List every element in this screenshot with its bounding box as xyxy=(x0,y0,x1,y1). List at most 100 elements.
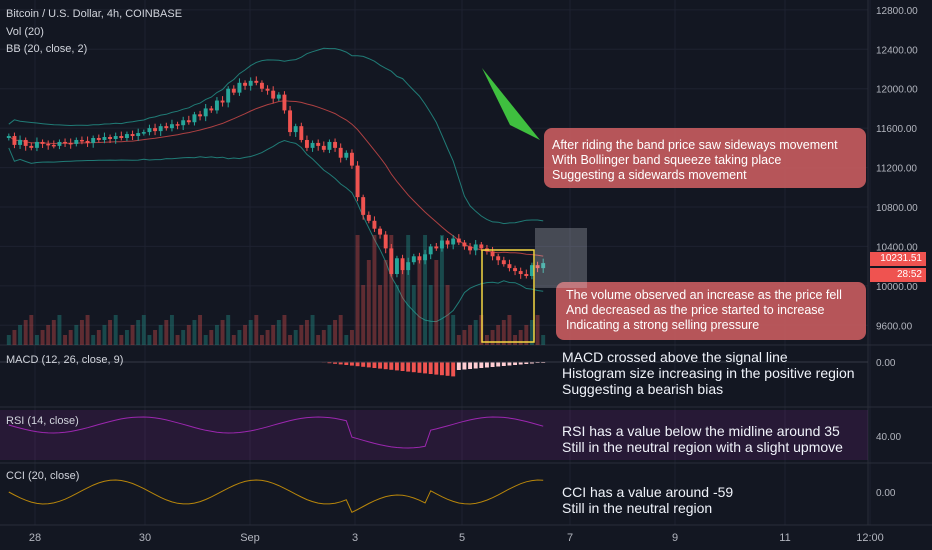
candle-body xyxy=(169,124,174,129)
volume-bar xyxy=(46,325,51,345)
basis-line xyxy=(8,100,544,257)
candle-body xyxy=(535,265,540,269)
cci-legend[interactable]: CCI (20, close) xyxy=(6,470,80,482)
volume-bar xyxy=(327,325,332,345)
rsi-legend[interactable]: RSI (14, close) xyxy=(6,415,79,427)
macd-hist-bar xyxy=(434,362,439,375)
cci-panel xyxy=(8,479,544,513)
candle-body xyxy=(518,271,523,275)
candle-body xyxy=(400,258,405,271)
last-price-tag: 10231.51 xyxy=(870,252,926,266)
macd-hist-bar xyxy=(355,362,360,367)
candle-body xyxy=(220,100,225,103)
volume-bar xyxy=(293,330,298,345)
candle-body xyxy=(51,144,56,147)
cci-annotation[interactable]: CCI has a value around -59 Still in the … xyxy=(562,484,733,516)
macd-tick-label: 0.00 xyxy=(876,358,896,369)
bb-legend[interactable]: BB (20, close, 2) xyxy=(6,43,88,55)
volume-bar xyxy=(102,325,107,345)
volume-bar xyxy=(29,315,34,345)
volume-note-line: Indicating a strong selling pressure xyxy=(566,318,760,332)
volume-bubble xyxy=(556,282,866,340)
upper-band xyxy=(8,47,544,225)
candle-body xyxy=(462,242,467,247)
bollinger-bands xyxy=(8,47,544,323)
candle-body xyxy=(490,251,495,257)
macd-hist-bar xyxy=(417,362,422,373)
macd-legend[interactable]: MACD (12, 26, close, 9) xyxy=(6,354,124,366)
macd-hist-bar xyxy=(479,362,484,368)
candle-body xyxy=(214,100,219,111)
volume-selection-box xyxy=(481,249,535,343)
price-tick-label: 12800.00 xyxy=(876,6,918,17)
volume-bar xyxy=(389,235,394,345)
rsi-annotation[interactable]: RSI has a value below the midline around… xyxy=(562,423,843,455)
candle-body xyxy=(119,136,124,138)
volume-bar xyxy=(186,325,191,345)
volume-bar xyxy=(394,285,399,345)
candle-body xyxy=(254,80,259,83)
bollinger-annotation[interactable]: After riding the band price saw sideways… xyxy=(552,138,838,183)
volume-bar xyxy=(85,315,90,345)
candle-body xyxy=(479,244,484,249)
volume-bar xyxy=(423,235,428,345)
volume-bar xyxy=(333,320,338,345)
candle-body xyxy=(113,136,118,139)
candle-body xyxy=(265,88,270,91)
macd-hist-bar xyxy=(333,362,338,364)
volume-bar xyxy=(96,330,101,345)
volume-annotation[interactable]: The volume observed an increase as the p… xyxy=(566,288,842,333)
candle-body xyxy=(186,120,191,123)
volume-bar xyxy=(411,285,416,345)
volume-note-line: The volume observed an increase as the p… xyxy=(566,288,842,302)
cci-tick-label: 0.00 xyxy=(876,488,896,499)
macd-note-line: Histogram size increasing in the positiv… xyxy=(562,365,855,381)
price-tick-label: 11600.00 xyxy=(876,124,917,135)
candle-body xyxy=(34,141,39,148)
volume-bar xyxy=(124,330,129,345)
volume-bar xyxy=(248,320,253,345)
volume-legend[interactable]: Vol (20) xyxy=(6,26,44,38)
volume-bars xyxy=(6,235,546,345)
candle-body xyxy=(394,258,399,275)
symbol-legend[interactable]: Bitcoin / U.S. Dollar, 4h, COINBASE xyxy=(6,8,183,20)
candle-body xyxy=(411,256,416,263)
macd-hist-bar xyxy=(462,362,467,370)
price-tick-label: 10000.00 xyxy=(876,282,918,293)
candle-body xyxy=(271,90,276,99)
volume-bar xyxy=(79,320,84,345)
volume-bar xyxy=(518,330,523,345)
macd-annotation[interactable]: MACD crossed above the signal line Histo… xyxy=(562,349,855,397)
rsi-note-line: RSI has a value below the midline around… xyxy=(562,423,840,439)
macd-hist-bar xyxy=(389,362,394,370)
macd-hist-bar xyxy=(383,362,388,370)
candle-body xyxy=(473,244,478,251)
time-tick-label: 3 xyxy=(352,532,358,544)
volume-bar xyxy=(321,330,326,345)
price-tick-label: 11200.00 xyxy=(876,164,917,175)
candle-body xyxy=(124,134,129,138)
macd-note-line: MACD crossed above the signal line xyxy=(562,349,788,365)
candle-body xyxy=(417,256,422,261)
candle-body xyxy=(198,114,203,117)
candle-body xyxy=(451,238,456,245)
countdown-tag: 28:52 xyxy=(870,268,926,282)
candle-body xyxy=(259,82,264,89)
candle-body xyxy=(344,152,349,158)
volume-bar xyxy=(91,335,96,345)
candle-body xyxy=(136,133,141,137)
volume-bar xyxy=(237,330,242,345)
volume-bar xyxy=(209,330,214,345)
macd-hist-bar xyxy=(518,362,523,365)
candle-body xyxy=(226,88,231,103)
candle-body xyxy=(501,260,506,265)
candle-body xyxy=(456,238,461,243)
price-tick-label: 12000.00 xyxy=(876,85,918,96)
macd-hist-bar xyxy=(372,362,377,368)
price-tick-label: 9600.00 xyxy=(876,321,913,332)
macd-hist-bar xyxy=(428,362,433,374)
candle-body xyxy=(524,274,529,276)
cci-line xyxy=(8,479,544,513)
rsi-note-line: Still in the neutral region with a sligh… xyxy=(562,439,843,455)
